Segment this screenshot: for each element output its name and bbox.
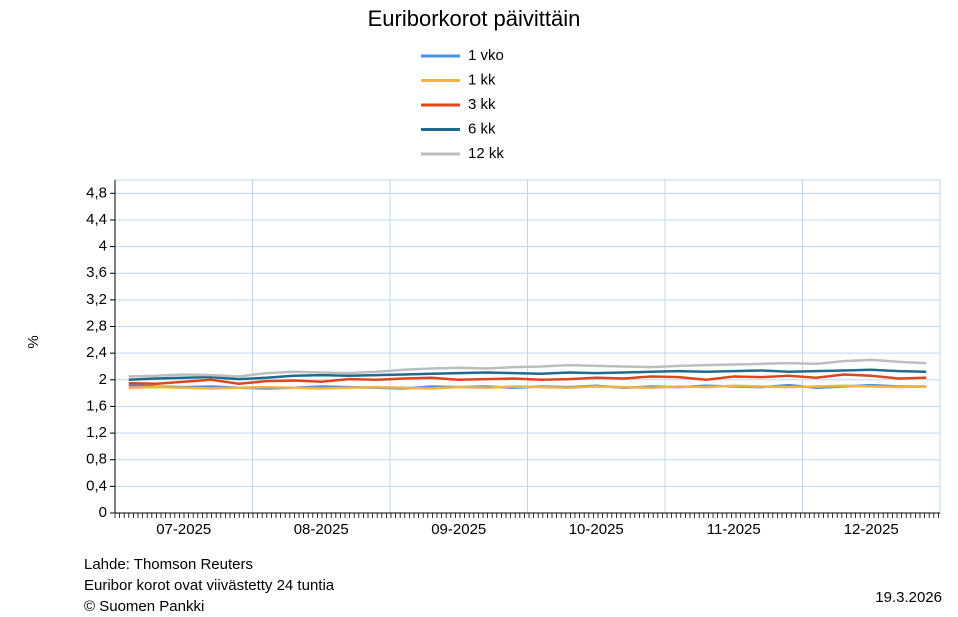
x-tick-label: 10-2025 bbox=[569, 521, 624, 538]
source-line: Lahde: Thomson Reuters bbox=[84, 556, 253, 573]
x-tick-label: 11-2025 bbox=[707, 521, 761, 538]
x-tick-label: 09-2025 bbox=[431, 521, 486, 538]
legend-label: 12 kk bbox=[468, 145, 504, 162]
y-tick-label: 2,4 bbox=[86, 344, 107, 361]
y-tick-label: 4,4 bbox=[86, 211, 107, 228]
legend-label: 6 kk bbox=[468, 120, 496, 137]
y-axis-label: % bbox=[25, 335, 42, 348]
legend-label: 1 kk bbox=[468, 71, 496, 88]
y-tick-label: 1,6 bbox=[86, 397, 107, 414]
legend-label: 3 kk bbox=[468, 96, 496, 113]
y-tick-label: 0,4 bbox=[86, 477, 107, 494]
y-tick-label: 4 bbox=[99, 238, 107, 255]
y-tick-label: 3,6 bbox=[86, 264, 107, 281]
chart-title: Euriborkorot päivittäin bbox=[368, 6, 581, 31]
source-line: © Suomen Pankki bbox=[84, 598, 204, 615]
source-line: Euribor korot ovat viivästetty 24 tuntia bbox=[84, 577, 335, 594]
line-series bbox=[128, 384, 927, 390]
y-tick-label: 3,2 bbox=[86, 291, 107, 308]
y-tick-label: 2,8 bbox=[86, 317, 107, 334]
y-tick-label: 4,8 bbox=[86, 184, 107, 201]
y-tick-label: 1,2 bbox=[86, 424, 107, 441]
x-tick-label: 08-2025 bbox=[294, 521, 349, 538]
date: 19.3.2026 bbox=[875, 589, 942, 606]
x-tick-label: 12-2025 bbox=[844, 521, 899, 538]
y-tick-label: 0 bbox=[99, 504, 107, 521]
legend-label: 1 vko bbox=[468, 47, 504, 64]
line-series bbox=[128, 368, 927, 382]
y-tick-label: 0,8 bbox=[86, 451, 107, 468]
line-series bbox=[128, 358, 927, 378]
line-series bbox=[128, 373, 927, 386]
y-tick-label: 2 bbox=[99, 371, 107, 388]
x-tick-label: 07-2025 bbox=[156, 521, 211, 538]
